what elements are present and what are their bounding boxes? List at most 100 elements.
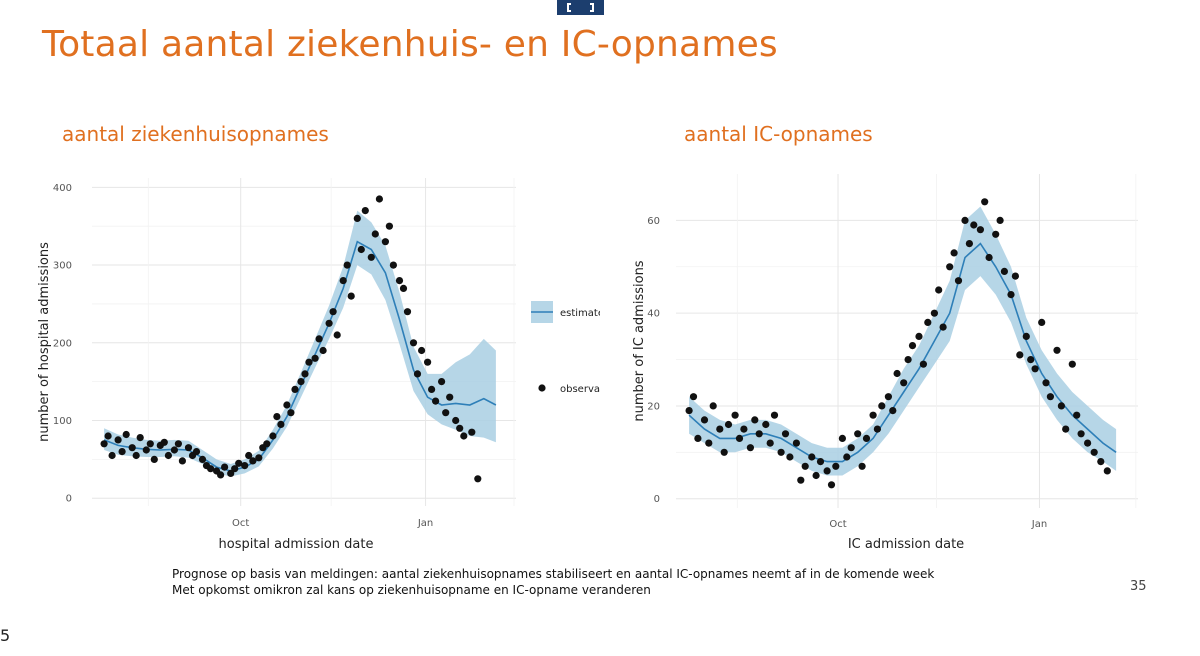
- observation-point: [1042, 379, 1050, 387]
- observation-point: [375, 195, 383, 203]
- observation-point: [428, 385, 436, 393]
- observation-point: [843, 453, 851, 461]
- observation-point: [277, 420, 285, 428]
- observation-point: [325, 319, 333, 327]
- observation-point: [869, 411, 877, 419]
- observation-point: [104, 432, 112, 440]
- y-tick-label: 20: [647, 401, 660, 412]
- observation-point: [961, 216, 969, 224]
- observation-point: [418, 346, 426, 355]
- observation-point: [740, 425, 748, 433]
- observation-point: [245, 451, 253, 460]
- observation-point: [301, 370, 309, 378]
- observation-point: [838, 434, 847, 442]
- observation-point: [432, 397, 440, 405]
- observation-point: [389, 261, 397, 269]
- observation-point: [231, 465, 239, 473]
- observation-point: [192, 448, 201, 456]
- observation-point: [1062, 425, 1070, 433]
- observation-point: [731, 411, 739, 419]
- observation-point: [114, 436, 122, 444]
- observations-series: [685, 198, 1111, 489]
- observation-point: [1022, 332, 1030, 340]
- observation-point: [762, 420, 770, 429]
- ic-panel-title: aantal IC-opnames: [684, 122, 873, 146]
- observation-point: [100, 440, 108, 448]
- observation-point: [438, 378, 446, 386]
- observation-point: [746, 444, 755, 452]
- observation-point: [235, 459, 243, 467]
- observation-point: [935, 286, 943, 294]
- observation-point: [816, 458, 825, 466]
- observation-point: [217, 471, 225, 479]
- observation-point: [801, 462, 809, 470]
- observation-point: [685, 407, 693, 415]
- observation-point: [724, 420, 733, 429]
- y-tick-label: 400: [53, 183, 72, 194]
- y-tick-label: 0: [654, 494, 660, 505]
- observation-point: [395, 277, 404, 285]
- observation-point: [371, 230, 379, 238]
- observation-point: [862, 434, 871, 442]
- observation-point: [1073, 411, 1081, 419]
- observation-point: [367, 253, 375, 261]
- observation-point: [847, 444, 855, 452]
- observation-point: [297, 378, 305, 386]
- observation-point: [160, 438, 168, 446]
- observation-point: [170, 446, 178, 454]
- observation-point: [930, 309, 939, 317]
- observation-point: [263, 440, 271, 448]
- observation-point: [766, 439, 774, 447]
- legend-estimate-label: estimate: [560, 308, 600, 319]
- observation-point: [178, 457, 186, 465]
- observation-point: [329, 308, 337, 316]
- observation-point: [939, 323, 947, 331]
- observation-point: [1007, 291, 1015, 299]
- observation-point: [1057, 402, 1065, 410]
- observation-point: [1103, 467, 1111, 475]
- observation-point: [1011, 272, 1020, 280]
- observation-point: [409, 339, 418, 347]
- observation-point: [118, 448, 126, 456]
- observation-point: [361, 207, 369, 215]
- observation-point: [808, 453, 816, 461]
- observation-point: [996, 216, 1004, 224]
- observation-point: [291, 385, 299, 393]
- y-tick-label: 60: [647, 216, 660, 227]
- x-tick-label: Jan: [417, 518, 433, 529]
- observation-point: [198, 455, 207, 463]
- observation-point: [311, 354, 319, 362]
- observation-point: [442, 409, 450, 417]
- legend: estimate observations: [531, 301, 600, 395]
- observation-point: [858, 462, 866, 470]
- y-axis-label: number of IC admissions: [632, 260, 647, 421]
- observations-series: [100, 195, 482, 483]
- gridlines: [676, 174, 1138, 508]
- observation-point: [1090, 448, 1098, 456]
- observation-point: [381, 238, 389, 246]
- observation-point: [150, 455, 158, 463]
- observation-point: [889, 407, 897, 415]
- observation-point: [319, 346, 327, 355]
- observation-point: [227, 469, 235, 477]
- observation-point: [970, 221, 978, 229]
- observation-point: [884, 393, 893, 401]
- footnote-line-2: Met opkomst omikron zal kans op ziekenhu…: [172, 583, 651, 597]
- observation-point: [424, 358, 432, 366]
- observation-point: [915, 332, 923, 340]
- observation-point: [184, 444, 193, 452]
- edge-page-number: 5: [0, 626, 11, 645]
- y-tick-label: 0: [66, 494, 72, 505]
- ic-admissions-chart: 0 20 40 60 Oct Jan IC admission date number of …: [632, 174, 1138, 552]
- observation-point: [976, 226, 985, 234]
- y-axis-label: number of hospital admissions: [37, 242, 52, 442]
- observation-point: [287, 409, 295, 417]
- observation-point: [985, 253, 993, 262]
- observation-point: [403, 308, 412, 316]
- slide-title: Totaal aantal ziekenhuis- en IC-opnames: [42, 24, 778, 65]
- observation-point: [146, 440, 154, 448]
- footnote-line-1: Prognose op basis van meldingen: aantal …: [172, 567, 935, 581]
- hospital-panel-title: aantal ziekenhuisopnames: [62, 122, 329, 146]
- observation-point: [832, 462, 840, 470]
- y-tick-label: 40: [647, 309, 660, 320]
